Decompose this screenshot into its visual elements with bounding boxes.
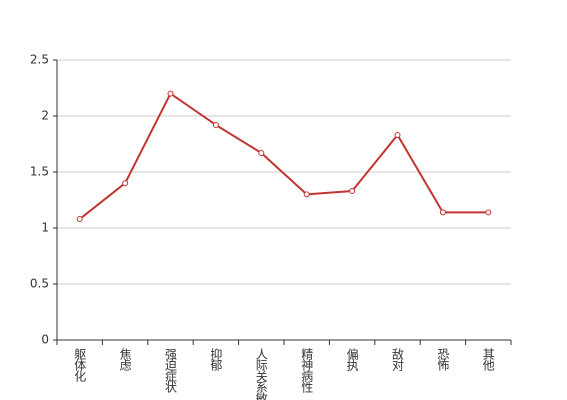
x-tick-label: 抑郁	[209, 347, 223, 372]
x-tick-label: 恐怖	[436, 348, 450, 371]
point	[394, 132, 401, 139]
point	[303, 191, 310, 198]
y-tick-label: 1.5	[30, 165, 49, 179]
point	[122, 180, 129, 187]
line	[79, 92, 489, 220]
y-tick-label: 2.5	[30, 53, 49, 67]
point	[349, 188, 356, 195]
y-tick-label: 0	[41, 333, 49, 347]
point	[439, 209, 446, 216]
x-tick-label: 敌对	[391, 347, 405, 371]
x-tick-label: 其他	[481, 348, 495, 371]
y-tick-label: 2	[41, 109, 49, 123]
x-tick-label: 人际关系敏感	[254, 348, 268, 400]
x-tick-label: 躯体化	[73, 347, 87, 383]
x-tick-label: 偏执	[345, 347, 359, 372]
point	[76, 216, 83, 223]
point	[167, 90, 174, 97]
point	[258, 149, 265, 156]
x-tick-label: 精神病性	[300, 348, 314, 394]
point	[485, 209, 492, 216]
x-tick-label: 焦虑	[118, 348, 132, 371]
y-tick-label: 1	[41, 221, 49, 235]
point	[212, 121, 219, 128]
x-tick-label: 强迫症状	[164, 348, 178, 393]
y-tick-label: 0.5	[30, 277, 49, 291]
